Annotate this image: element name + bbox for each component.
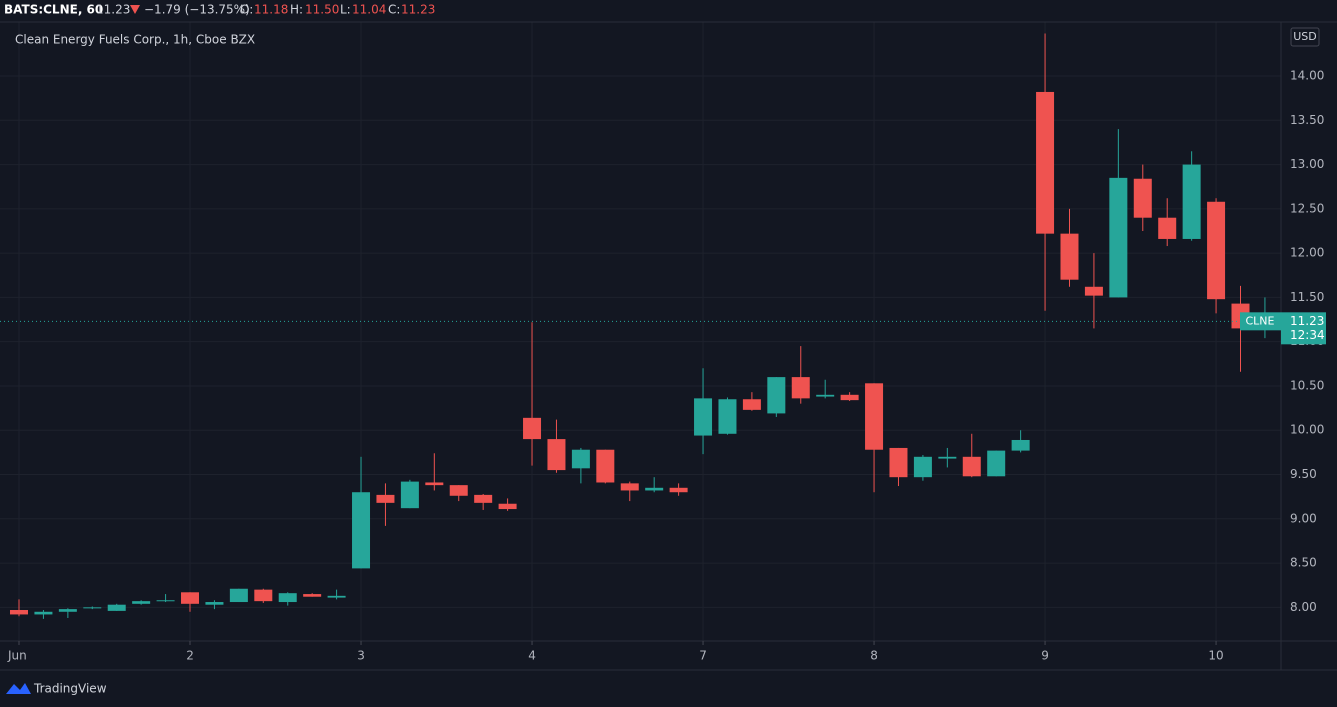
candle-body: [987, 450, 1006, 477]
candle-body: [83, 607, 102, 609]
currency-box: [1290, 27, 1320, 47]
candle-body: [1158, 217, 1177, 239]
y-tick-label: 13.50: [1290, 113, 1324, 127]
candle-body: [400, 481, 419, 509]
candle-body: [1207, 201, 1226, 300]
symbol-tag: [1240, 312, 1281, 331]
c-value: 11.23: [401, 3, 435, 17]
y-tick-label: 11.50: [1290, 290, 1324, 304]
candle-body: [327, 595, 346, 598]
candle-body: [1011, 439, 1030, 451]
x-tick-label: 7: [699, 649, 707, 663]
currency: USD: [1293, 30, 1317, 43]
candle-body: [58, 609, 77, 612]
o-value: 11.18: [254, 3, 288, 17]
y-tick-label: 14.00: [1290, 69, 1324, 83]
candle-body: [352, 492, 371, 569]
candle-body: [229, 588, 248, 603]
o-label: O:: [240, 3, 253, 17]
candle-body: [278, 593, 297, 603]
c-label: C:: [388, 3, 400, 17]
candle-body: [889, 447, 908, 478]
candle-body: [913, 456, 932, 478]
candle-body: [107, 604, 126, 611]
candle-body: [449, 485, 468, 496]
symbol: BATS:CLNE, 60: [4, 3, 103, 17]
candle-body: [742, 399, 761, 410]
l-label: L:: [340, 3, 351, 17]
candle-body: [694, 398, 713, 436]
candle-body: [1133, 178, 1152, 218]
x-tick-label: 4: [528, 649, 536, 663]
candle-body: [10, 610, 28, 615]
candle-body: [767, 377, 786, 414]
candle-body: [791, 377, 810, 399]
candle-body: [620, 483, 639, 491]
candle-body: [254, 589, 273, 602]
candle-body: [1036, 91, 1055, 234]
candle-body: [962, 456, 981, 477]
y-tick-label: 12.50: [1290, 201, 1324, 215]
candle-body: [865, 383, 884, 450]
h-label: H:: [290, 3, 303, 17]
y-tick-label: 8.50: [1290, 556, 1317, 570]
candle-body: [474, 494, 493, 503]
candle-body: [376, 494, 395, 503]
candle-body: [1182, 164, 1201, 239]
candle-body: [303, 594, 322, 597]
y-tick-label: 10.50: [1290, 378, 1324, 392]
y-tick-label: 12.00: [1290, 246, 1324, 260]
candle-body: [669, 487, 688, 493]
candle-body: [596, 449, 615, 483]
candle-body: [816, 394, 835, 397]
change: −1.79 (−13.75%): [144, 3, 250, 17]
x-tick-label: Jun: [7, 649, 27, 663]
brand: TradingView: [6, 682, 107, 696]
price-tag-countdown: 12:34: [1290, 328, 1325, 342]
x-tick-label: 3: [357, 649, 365, 663]
x-tick-label: 9: [1041, 649, 1049, 663]
symbol-tag-label: CLNE: [1246, 314, 1275, 327]
chart-title: Clean Energy Fuels Corp., 1h, Cboe BZX: [15, 33, 255, 47]
candle-body: [645, 487, 664, 491]
candle-body: [425, 482, 444, 486]
candle-body: [181, 592, 200, 604]
price-tag-value: 11.23: [1290, 314, 1324, 328]
candle-body: [1109, 177, 1128, 298]
brand-logo: [6, 683, 31, 694]
candle-body: [34, 611, 53, 615]
candle-body: [840, 394, 859, 401]
candle-body: [1060, 233, 1079, 280]
candle-body: [523, 417, 542, 440]
x-tick-label: 10: [1208, 649, 1223, 663]
brand-name: TradingView: [33, 682, 107, 696]
y-tick-label: 9.00: [1290, 511, 1317, 525]
h-value: 11.50: [305, 3, 339, 17]
x-tick-label: 8: [870, 649, 878, 663]
candle-body: [132, 601, 151, 604]
y-tick-label: 8.00: [1290, 600, 1317, 614]
candle-body: [498, 503, 517, 510]
candle-body: [938, 456, 957, 459]
x-tick-label: 2: [186, 649, 194, 663]
candle-body: [205, 602, 224, 605]
candle-body: [547, 439, 566, 471]
header: BATS:CLNE, 60 11.23 −1.79 (−13.75%) O: 1…: [4, 3, 435, 17]
y-tick-label: 13.00: [1290, 157, 1324, 171]
y-tick-label: 9.50: [1290, 467, 1317, 481]
y-tick-label: 10.00: [1290, 423, 1324, 437]
candle-body: [571, 449, 590, 469]
price-tag: [1281, 312, 1326, 345]
candle-body: [1084, 286, 1103, 296]
l-value: 11.04: [352, 3, 386, 17]
candle-body: [156, 600, 175, 602]
down-arrow: [130, 5, 140, 14]
last: 11.23: [96, 3, 130, 17]
candle-body: [718, 399, 737, 434]
